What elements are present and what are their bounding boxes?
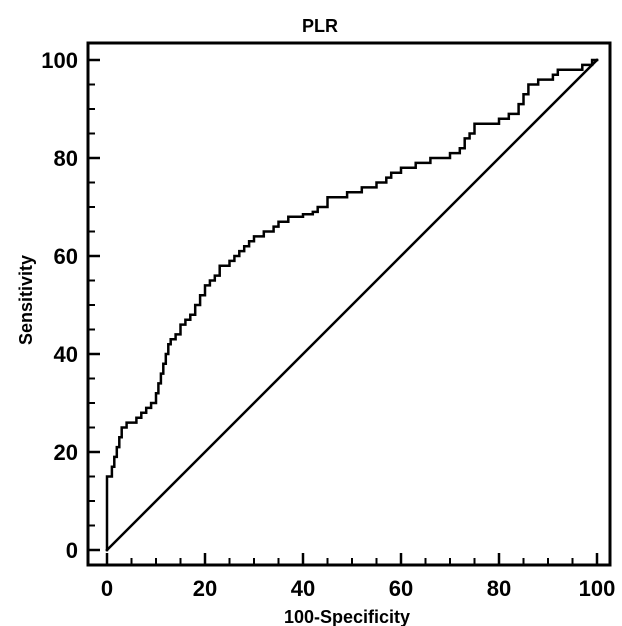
y-tick-label: 60 [54, 244, 78, 269]
y-tick-label: 80 [54, 146, 78, 171]
x-tick-labels: 0 20 40 60 80 100 [101, 576, 615, 601]
y-tick-label: 40 [54, 342, 78, 367]
major-ticks [88, 58, 599, 565]
x-tick-label: 0 [101, 576, 113, 601]
x-tick-label: 20 [193, 576, 217, 601]
x-tick-label: 80 [487, 576, 511, 601]
chart-title: PLR [302, 16, 338, 36]
x-axis-label: 100-Specificity [284, 607, 410, 626]
reference-diagonal-line [105, 58, 599, 552]
series-layer [105, 58, 599, 552]
x-tick-label: 40 [291, 576, 315, 601]
plot-frame [86, 41, 612, 567]
minor-ticks [88, 83, 574, 565]
y-tick-label: 0 [66, 538, 78, 563]
x-tick-label: 100 [579, 576, 616, 601]
x-tick-label: 60 [389, 576, 413, 601]
roc-curve-line [105, 58, 599, 552]
y-tick-labels: 0 20 40 60 80 100 [41, 48, 78, 563]
y-axis-label: Sensitivity [16, 255, 36, 345]
y-tick-label: 20 [54, 440, 78, 465]
y-tick-label: 100 [41, 48, 78, 73]
